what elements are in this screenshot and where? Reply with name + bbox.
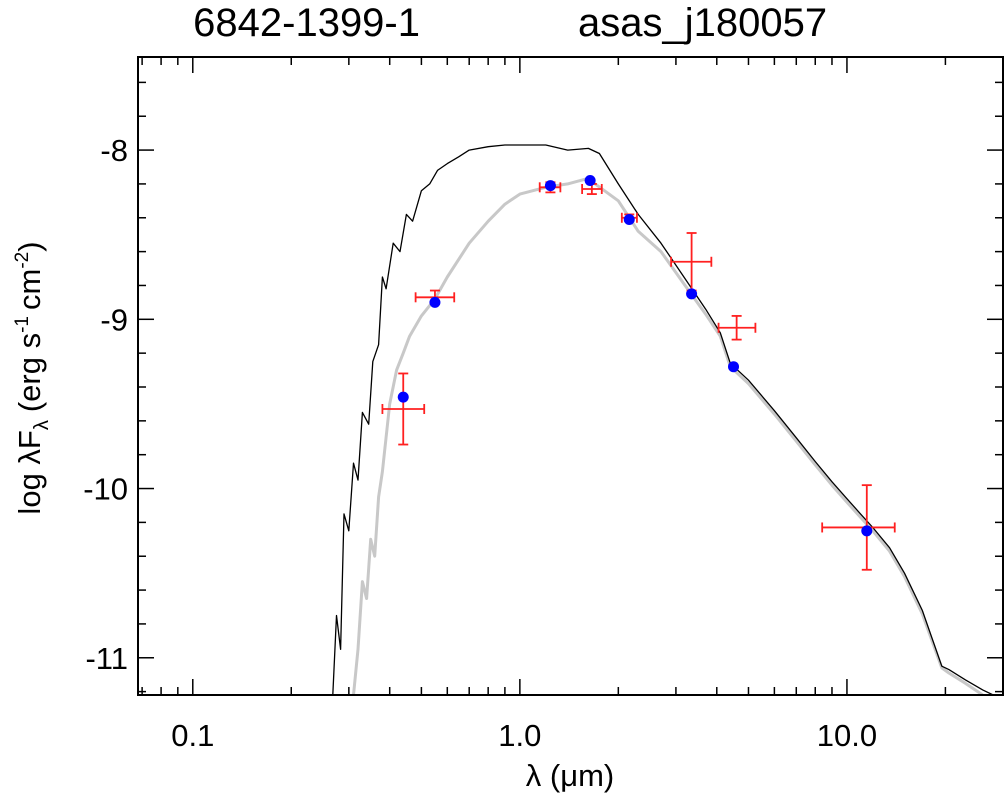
model-point-6 — [686, 288, 698, 300]
model-spectrum-line — [332, 144, 994, 695]
ticks-layer: 0.1 1.0 10.0 -8 -9 -10 -11 — [83, 57, 1003, 753]
y-tick-label: -9 — [100, 302, 128, 337]
observed-point-6 — [670, 232, 713, 292]
plot-area — [332, 144, 994, 695]
x-axis-label: λ (μm) — [526, 758, 614, 793]
chart-title-asas-id: asas_j180057 — [578, 1, 827, 45]
model-point-2 — [429, 296, 441, 308]
x-axis-label-unit: μm — [560, 758, 604, 793]
y-label-log: log λF — [12, 430, 47, 514]
model-points-layer — [397, 175, 873, 537]
model-point-8 — [861, 525, 873, 537]
y-label-sub-lambda: λ — [31, 420, 53, 430]
x-axis-label-suffix: ) — [604, 758, 614, 793]
y-tick-label: -8 — [100, 133, 128, 168]
y-tick-label: -10 — [83, 472, 128, 507]
x-tick-label: 0.1 — [171, 718, 214, 753]
y-axis-label: log λFλ (erg s-1 cm-2) — [12, 241, 53, 514]
x-tick-label: 1.0 — [498, 718, 541, 753]
x-tick-label: 10.0 — [817, 718, 877, 753]
y-label-open: (erg s — [12, 333, 47, 412]
model-point-7 — [728, 361, 740, 373]
model-point-1 — [397, 391, 409, 403]
model-point-3 — [544, 180, 556, 192]
y-label-exp-s: -1 — [12, 316, 33, 333]
plot-frame — [137, 56, 1004, 696]
y-label-cm: cm — [12, 269, 47, 310]
x-axis-label-prefix: λ ( — [526, 758, 561, 793]
observed-point-1 — [381, 372, 426, 446]
y-label-exp-cm: -2 — [12, 252, 33, 269]
y-tick-label: -11 — [85, 641, 128, 676]
model-point-5 — [623, 213, 635, 225]
chart-title-star-id: 6842-1399-1 — [193, 1, 420, 45]
model-point-4 — [584, 175, 596, 187]
photosphere-spectrum-line — [352, 177, 984, 695]
errorbars-layer — [381, 181, 896, 571]
y-label-close: ) — [12, 241, 47, 251]
observed-point-8 — [821, 484, 896, 571]
spectra-layer — [332, 144, 994, 695]
observed-point-7 — [717, 315, 757, 341]
